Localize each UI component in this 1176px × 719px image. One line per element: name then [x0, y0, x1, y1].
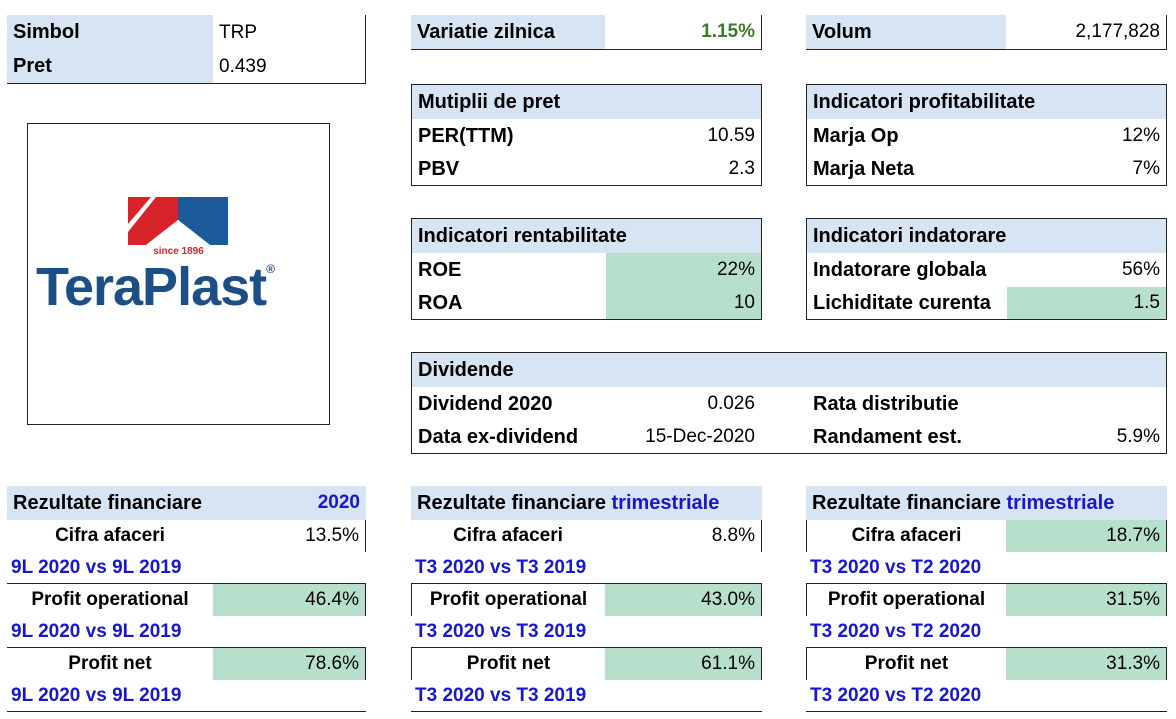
randament-label: Randament est. [813, 425, 962, 448]
rezultate-anuale-period: 2020 [213, 486, 366, 520]
rezultate-t3-title: Rezultate financiare [417, 491, 606, 514]
rezultate-t2-box: Rezultate financiare trimestriale Cifra … [806, 486, 1167, 712]
logo-brand: TeraPlast® [36, 256, 275, 318]
profit-net-value: 61.1% [605, 648, 762, 680]
comparison-label: T3 2020 vs T3 2019 [415, 556, 587, 578]
teraplast-logo-icon [128, 197, 228, 245]
profit-operational-value: 31.5% [1006, 584, 1167, 616]
profit-operational-value: 46.4% [213, 584, 366, 616]
exdiv-value: 15-Dec-2020 [645, 426, 755, 447]
indatorare-globala-value: 56% [1121, 259, 1160, 280]
logo-since: since 1896 [153, 246, 204, 257]
dividend-label: Dividend 2020 [418, 392, 553, 415]
indatorare-globala-label: Indatorare globala [813, 258, 987, 281]
comparison-label: T3 2020 vs T3 2019 [415, 684, 587, 706]
dividend-value: 0.026 [707, 393, 755, 414]
indatorare-title: Indicatori indatorare [807, 219, 1166, 253]
volum-label: Volum [806, 15, 1006, 49]
profit-net-value: 31.3% [1006, 648, 1167, 680]
simbol-label: Simbol [7, 15, 213, 50]
cifra-afaceri-label: Cifra afaceri [55, 525, 165, 546]
profit-net-label: Profit net [466, 653, 551, 674]
multipli-title: Mutiplii de pret [412, 85, 761, 119]
variatie-value: 1.15% [701, 21, 755, 42]
cifra-afaceri-label: Cifra afaceri [851, 525, 962, 546]
profit-net-value: 78.6% [213, 648, 366, 680]
info-box: Simbol TRP Pret 0.439 [7, 15, 366, 84]
profitabilitate-title: Indicatori profitabilitate [807, 85, 1166, 119]
logo-brand-text: TeraPlast [36, 257, 267, 317]
rezultate-t3-period: trimestriale [611, 491, 720, 514]
comparison-label: 9L 2020 vs 9L 2019 [11, 620, 182, 642]
variatie-label: Variatie zilnica [411, 15, 605, 49]
rentabilitate-box: Indicatori rentabilitate ROE 22% ROA 10 [411, 218, 762, 320]
rezultate-anuale-title: Rezultate financiare [7, 486, 213, 520]
profit-net-label: Profit net [864, 653, 949, 674]
roa-label: ROA [418, 291, 463, 314]
volum-value: 2,177,828 [1075, 21, 1160, 42]
simbol-value: TRP [213, 15, 366, 50]
randament-value: 5.9% [1116, 426, 1160, 447]
profitabilitate-box: Indicatori profitabilitate Marja Op 12% … [806, 84, 1167, 186]
roe-value: 22% [606, 253, 761, 287]
rezultate-t3-box: Rezultate financiare trimestriale Cifra … [411, 486, 762, 712]
comparison-label: 9L 2020 vs 9L 2019 [11, 556, 182, 578]
cifra-afaceri-label: Cifra afaceri [453, 525, 563, 546]
lichiditate-value: 1.5 [1007, 287, 1166, 319]
cifra-afaceri-value: 13.5% [213, 520, 366, 552]
dividende-box: Dividende Dividend 2020 0.026 Rata distr… [411, 352, 1167, 454]
marja-op-value: 12% [1121, 125, 1160, 146]
variatie-box: Variatie zilnica 1.15% [411, 15, 762, 50]
multipli-box: Mutiplii de pret PER(TTM) 10.59 PBV 2.3 [411, 84, 762, 186]
cifra-afaceri-value: 18.7% [1006, 520, 1167, 552]
profit-operational-label: Profit operational [827, 589, 986, 610]
logo-box: since 1896 TeraPlast® [27, 123, 330, 425]
rezultate-anuale-box: Rezultate financiare 2020 Cifra afaceri … [7, 486, 366, 712]
per-value: 10.59 [707, 125, 755, 146]
lichiditate-label: Lichiditate curenta [813, 291, 991, 314]
pret-value: 0.439 [213, 50, 366, 83]
marja-op-label: Marja Op [813, 124, 899, 147]
roe-label: ROE [418, 258, 462, 281]
rezultate-t2-title: Rezultate financiare [812, 491, 1001, 514]
cifra-afaceri-value: 8.8% [605, 520, 762, 552]
profit-operational-label: Profit operational [429, 589, 588, 610]
volum-box: Volum 2,177,828 [806, 15, 1167, 50]
comparison-label: T3 2020 vs T3 2019 [415, 620, 587, 642]
pret-label: Pret [7, 50, 213, 83]
comparison-label: T3 2020 vs T2 2020 [810, 620, 982, 642]
pbv-label: PBV [418, 157, 460, 180]
indatorare-box: Indicatori indatorare Indatorare globala… [806, 218, 1167, 320]
marja-neta-value: 7% [1132, 158, 1160, 179]
pbv-value: 2.3 [728, 158, 755, 179]
comparison-label: T3 2020 vs T2 2020 [810, 556, 982, 578]
roa-value: 10 [606, 287, 761, 319]
exdiv-label: Data ex-dividend [418, 425, 579, 448]
rezultate-t2-period: trimestriale [1006, 491, 1115, 514]
profit-operational-label: Profit operational [31, 589, 189, 610]
dividende-title: Dividende [412, 353, 1166, 387]
comparison-label: T3 2020 vs T2 2020 [810, 684, 982, 706]
comparison-label: 9L 2020 vs 9L 2019 [11, 684, 182, 706]
marja-neta-label: Marja Neta [813, 157, 915, 180]
logo-registered: ® [266, 262, 275, 276]
rata-distributie-value [1007, 387, 1166, 421]
rata-distributie-label: Rata distributie [813, 392, 959, 415]
profit-net-label: Profit net [68, 653, 152, 674]
profit-operational-value: 43.0% [605, 584, 762, 616]
per-label: PER(TTM) [418, 124, 514, 147]
rentabilitate-title: Indicatori rentabilitate [412, 219, 761, 253]
